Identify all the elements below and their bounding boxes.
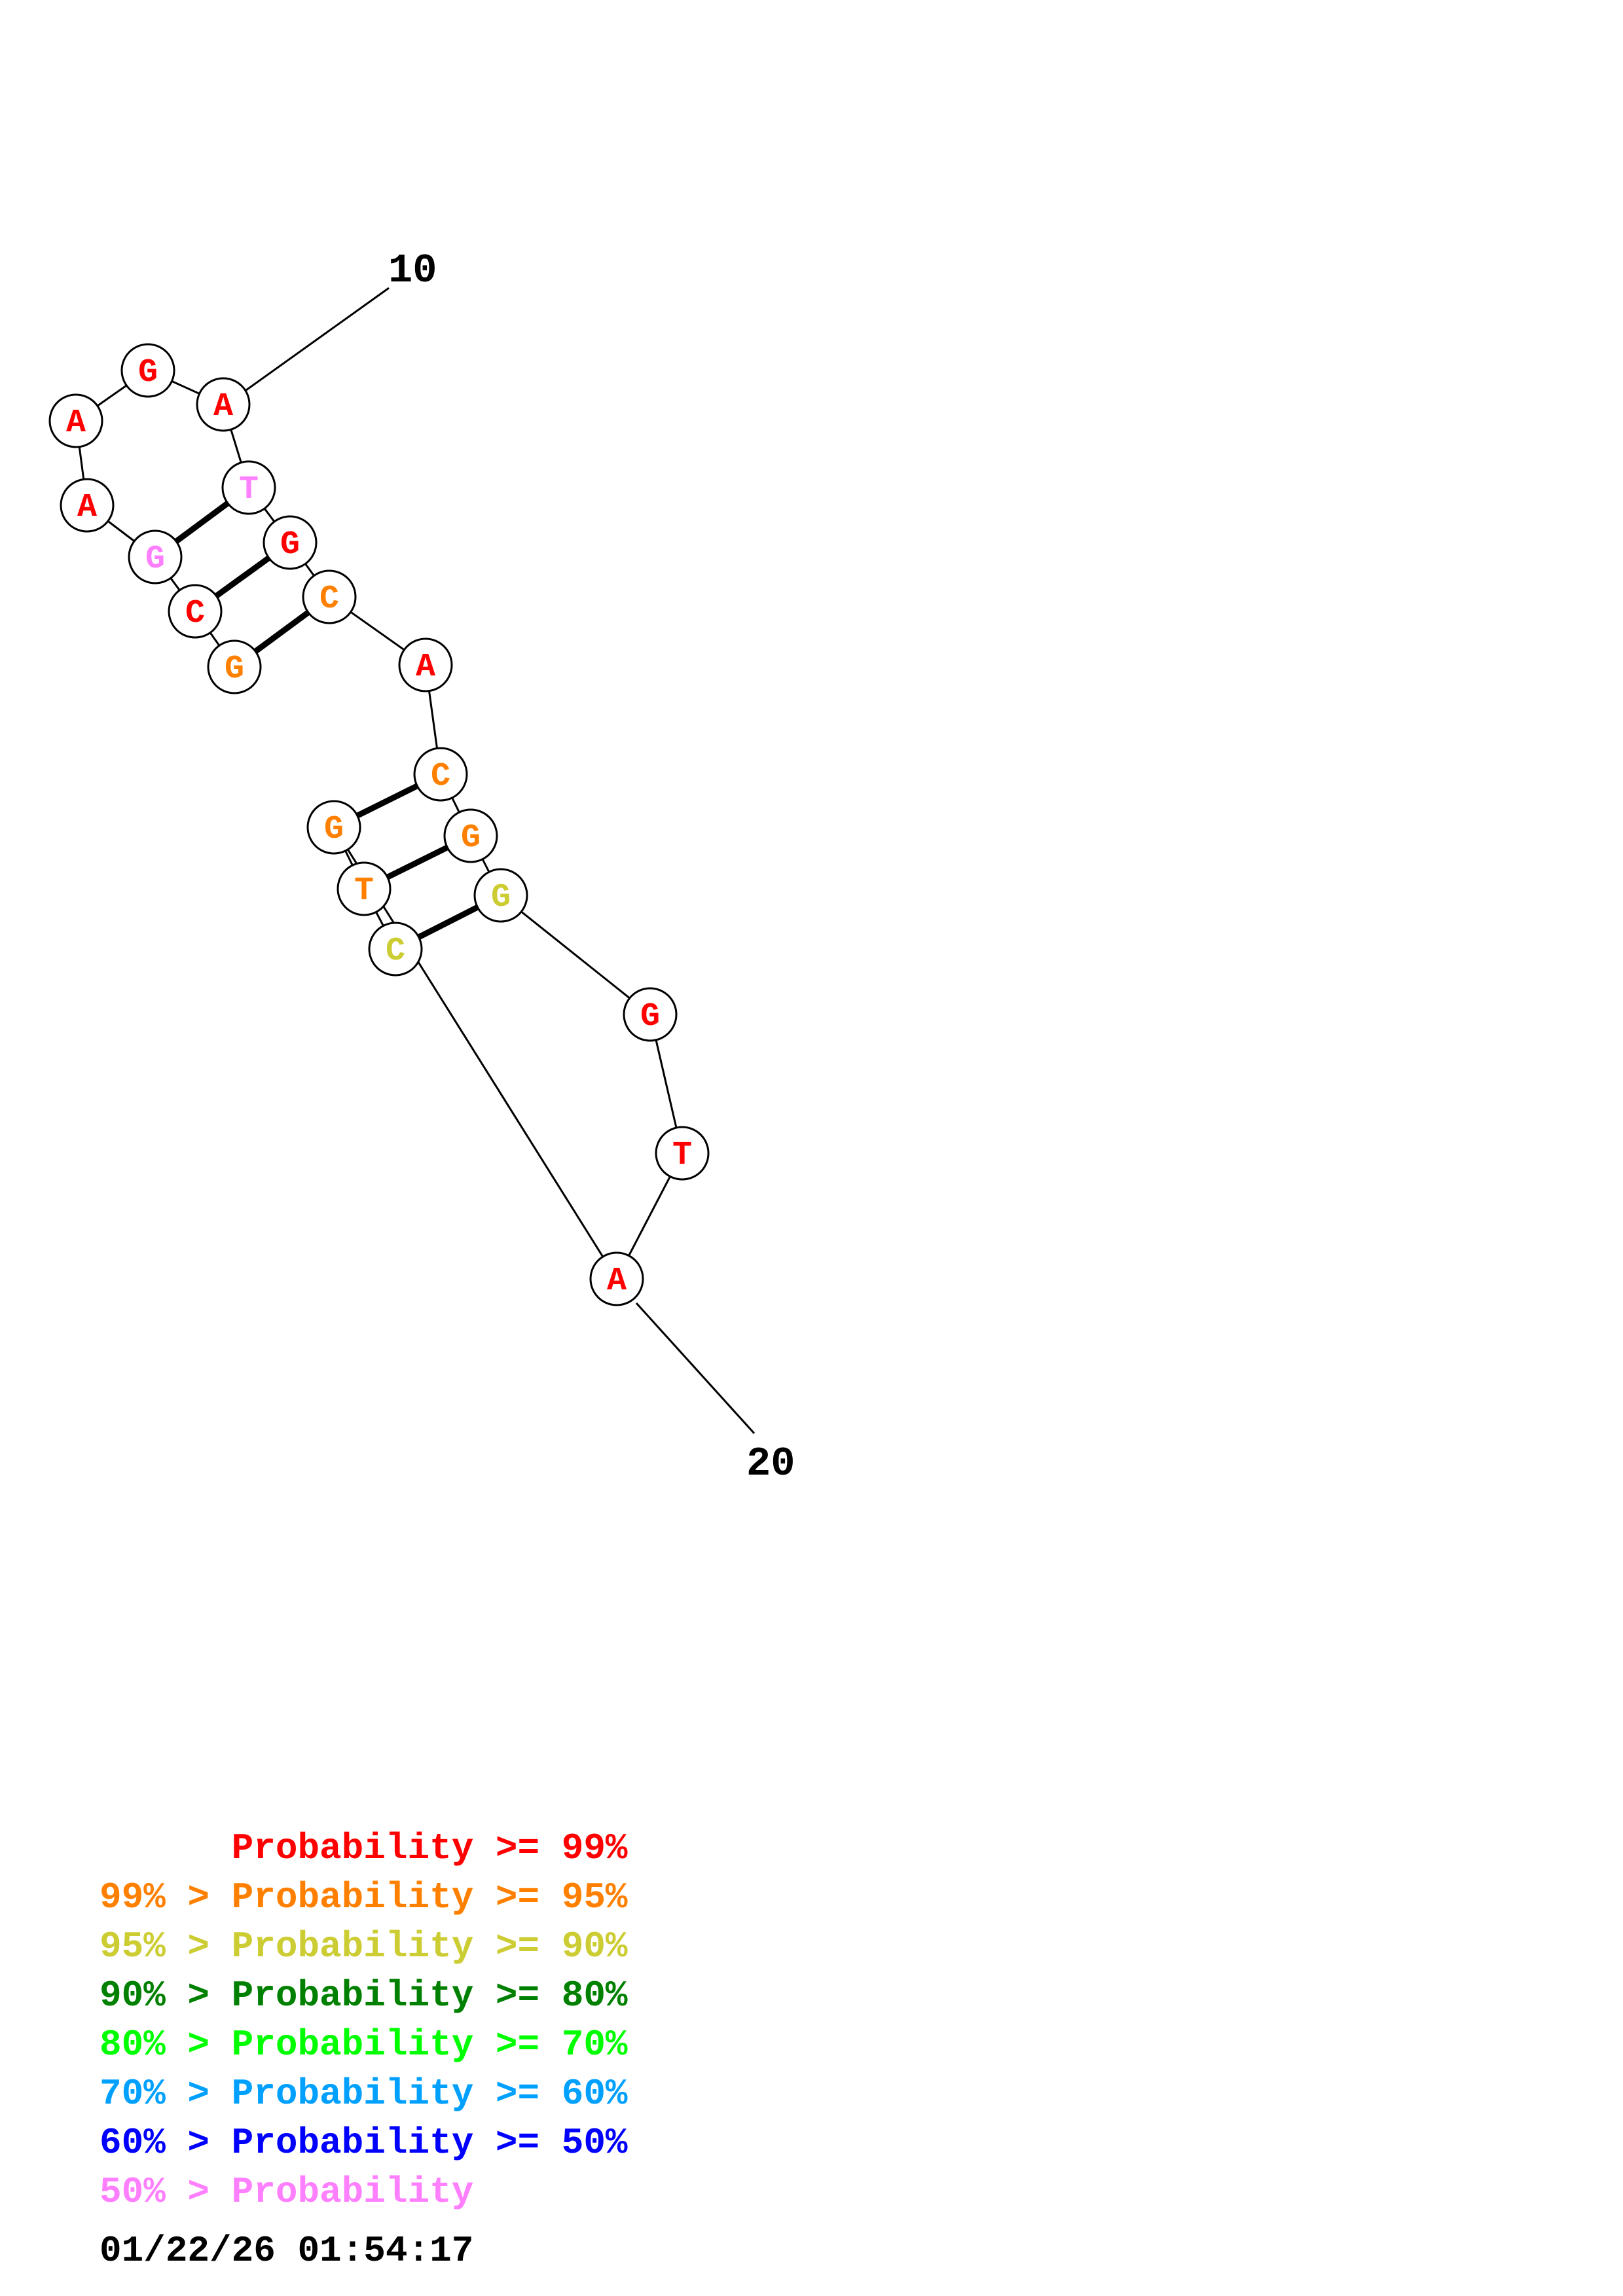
nucleotide-base: T <box>672 1137 692 1174</box>
base-pair-bonds <box>153 485 503 952</box>
nucleotide: C <box>368 922 423 977</box>
nucleotide-base: A <box>66 404 86 442</box>
legend-entry: 99% > Probability >= 95% <box>100 1876 628 1918</box>
nucleotide-circle <box>337 861 392 916</box>
nucleotide: T <box>655 1126 710 1181</box>
nucleotide-circle <box>306 800 361 855</box>
nucleotide-circle <box>263 515 318 570</box>
nucleotide: G <box>120 343 175 398</box>
legend-entry: 90% > Probability >= 80% <box>100 1975 628 2017</box>
nucleotide-base: C <box>319 581 339 618</box>
nucleotide-circle <box>196 377 251 432</box>
nucleotide-circle <box>473 868 528 923</box>
nucleotide: A <box>196 377 251 432</box>
nucleotide: G <box>207 639 262 694</box>
nucleotide-base: A <box>77 489 97 526</box>
backbone-segment <box>500 894 651 1016</box>
legend-entry: Probability >= 99% <box>100 1827 628 1869</box>
nucleotide-circle <box>207 639 262 694</box>
timestamp: 01/22/26 01:54:17 <box>100 2230 473 2272</box>
nucleotide-base: G <box>225 651 244 688</box>
nucleotide-base: G <box>138 354 158 391</box>
position-labels: 10 20 <box>246 247 795 1487</box>
nucleotide-circle <box>221 460 276 515</box>
nucleotide: T <box>337 861 392 916</box>
nucleotide: A <box>398 637 453 692</box>
nucleotide: G <box>443 808 498 863</box>
legend-entry: 95% > Probability >= 90% <box>100 1926 628 1967</box>
nucleotide-base: T <box>354 872 374 910</box>
nucleotide-circle <box>168 584 223 639</box>
nucleotide: A <box>589 1251 644 1306</box>
nucleotide-base: T <box>239 471 259 509</box>
nucleotide-base: C <box>386 933 405 970</box>
nucleotide-circle <box>48 393 103 448</box>
legend-entry: 50% > Probability <box>100 2171 473 2213</box>
nucleotide: C <box>413 747 468 802</box>
nucleotide-circle <box>398 637 453 692</box>
nucleotide-base: G <box>324 811 344 848</box>
nucleotide-circle <box>302 569 357 624</box>
nucleotide-circle <box>368 922 423 977</box>
nucleotide-base: G <box>461 819 481 857</box>
nucleotide: A <box>60 478 115 533</box>
position-label-10: 10 <box>388 247 437 294</box>
nucleotide-base: C <box>431 758 450 795</box>
nucleotide-base: A <box>416 649 435 686</box>
nucleotide-circle <box>120 343 175 398</box>
nucleotide-base: A <box>213 388 233 425</box>
nucleotide-circle <box>413 747 468 802</box>
nucleotide-base: G <box>640 998 660 1035</box>
nucleotide-circle <box>60 478 115 533</box>
nucleotide-circle <box>443 808 498 863</box>
probability-legend: Probability >= 99% 99% > Probability >= 9… <box>100 1827 628 2213</box>
nucleotide: C <box>168 584 223 639</box>
nucleotide: G <box>128 529 183 584</box>
nucleotide: G <box>306 800 361 855</box>
nucleotide-circle <box>589 1251 644 1306</box>
nucleotide-circle <box>128 529 183 584</box>
backbone-lines <box>75 369 684 1280</box>
nucleotide-base: G <box>280 526 300 564</box>
nucleotide: T <box>221 460 276 515</box>
position-20-tick <box>635 1302 756 1435</box>
nucleotide-base: G <box>145 541 165 578</box>
nucleotide-circle <box>655 1126 710 1181</box>
nucleotide-circle <box>623 987 678 1042</box>
position-10-tick <box>246 287 390 391</box>
nucleotide-base: C <box>185 595 205 632</box>
nucleotide: G <box>473 868 528 923</box>
legend-entry: 80% > Probability >= 70% <box>100 2024 628 2066</box>
nucleotide: G <box>623 987 678 1042</box>
nucleotide-base: G <box>491 879 511 916</box>
legend-entry: 60% > Probability >= 50% <box>100 2122 628 2164</box>
position-label-20: 20 <box>746 1441 795 1487</box>
legend-entry: 70% > Probability >= 60% <box>100 2073 628 2115</box>
nucleotide: G <box>263 515 318 570</box>
nucleotide-base: A <box>607 1263 627 1300</box>
nucleotide: C <box>302 569 357 624</box>
nucleotide: A <box>48 393 103 448</box>
